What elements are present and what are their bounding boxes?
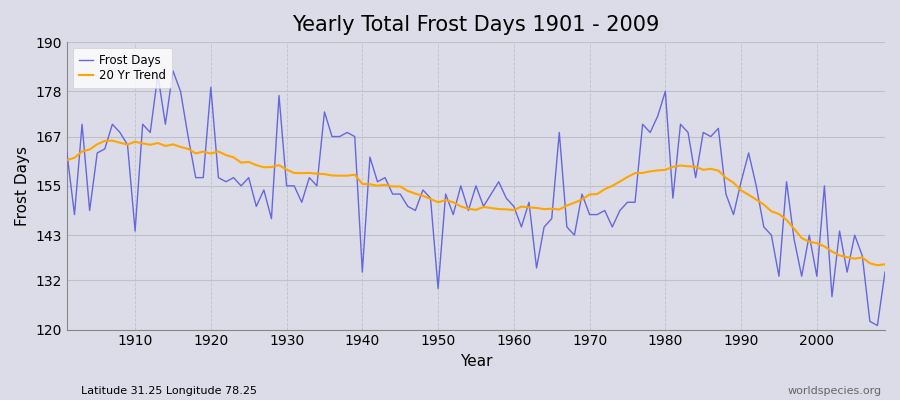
Frost Days: [872, 323, 883, 328]
Text: Latitude 31.25 Longitude 78.25: Latitude 31.25 Longitude 78.25: [81, 386, 257, 396]
Text: worldspecies.org: worldspecies.org: [788, 386, 882, 396]
Frost Days: [508, 204, 519, 209]
20 Yr Trend: [516, 204, 526, 209]
20 Yr Trend: [607, 184, 617, 188]
Frost Days: [61, 150, 72, 155]
20 Yr Trend: [342, 173, 353, 178]
Frost Days: [342, 130, 353, 135]
20 Yr Trend: [107, 138, 118, 143]
Line: 20 Yr Trend: 20 Yr Trend: [67, 141, 885, 265]
Title: Yearly Total Frost Days 1901 - 2009: Yearly Total Frost Days 1901 - 2009: [292, 15, 660, 35]
20 Yr Trend: [879, 262, 890, 267]
Legend: Frost Days, 20 Yr Trend: Frost Days, 20 Yr Trend: [73, 48, 172, 88]
20 Yr Trend: [130, 139, 140, 144]
20 Yr Trend: [61, 158, 72, 162]
Frost Days: [879, 270, 890, 274]
Frost Days: [167, 68, 178, 73]
Line: Frost Days: Frost Days: [67, 71, 885, 326]
X-axis label: Year: Year: [460, 354, 492, 369]
Frost Days: [516, 224, 526, 229]
20 Yr Trend: [508, 208, 519, 212]
20 Yr Trend: [296, 171, 307, 176]
Frost Days: [122, 142, 133, 147]
Y-axis label: Frost Days: Frost Days: [15, 146, 30, 226]
20 Yr Trend: [872, 263, 883, 268]
Frost Days: [607, 224, 617, 229]
Frost Days: [296, 200, 307, 205]
